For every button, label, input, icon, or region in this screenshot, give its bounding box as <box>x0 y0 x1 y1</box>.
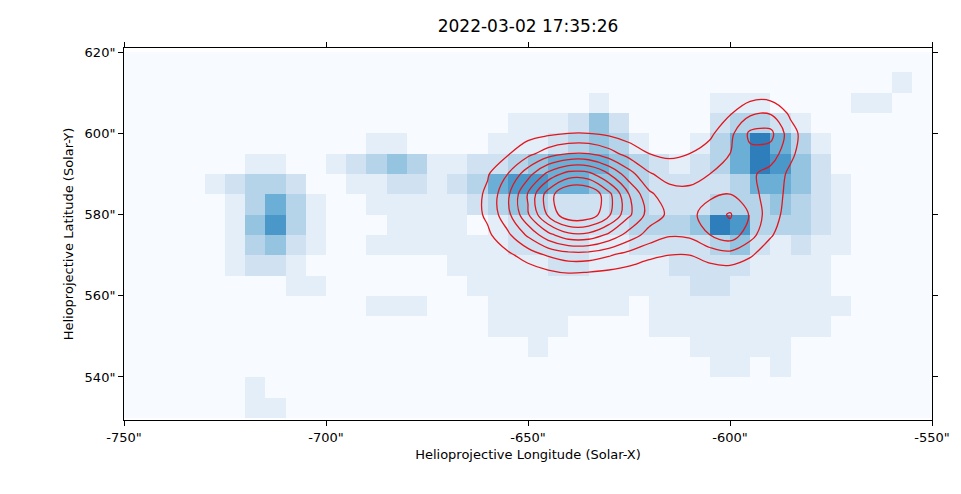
svg-text:600": 600" <box>85 126 116 141</box>
svg-text:-550": -550" <box>914 430 949 445</box>
svg-text:-700": -700" <box>308 430 343 445</box>
svg-text:2022-03-02 17:35:26: 2022-03-02 17:35:26 <box>438 16 619 36</box>
svg-text:580": 580" <box>85 207 116 222</box>
svg-text:-750": -750" <box>106 430 141 445</box>
svg-text:-600": -600" <box>712 430 747 445</box>
svg-text:540": 540" <box>85 370 116 385</box>
svg-text:Helioprojective Latitude (Sola: Helioprojective Latitude (Solar-Y) <box>61 128 76 341</box>
svg-text:620": 620" <box>85 45 116 60</box>
svg-text:-650": -650" <box>510 430 545 445</box>
svg-text:Helioprojective Longitude (Sol: Helioprojective Longitude (Solar-X) <box>415 447 641 462</box>
svg-text:560": 560" <box>85 288 116 303</box>
